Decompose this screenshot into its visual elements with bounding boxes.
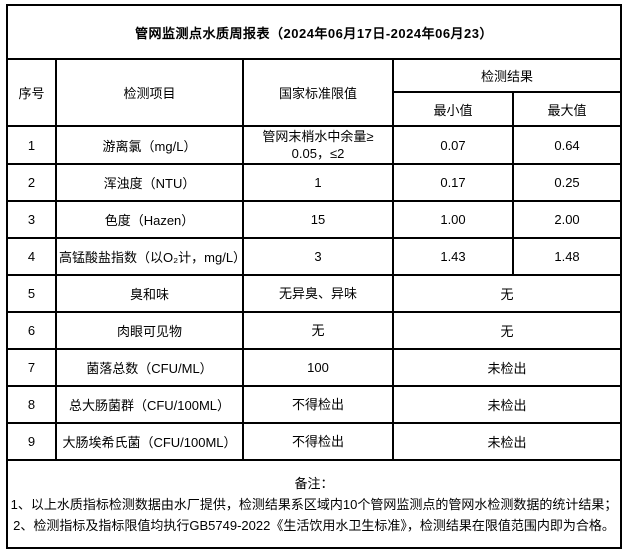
- column-header-result: 检测结果: [391, 58, 623, 93]
- water-quality-report-table: 管网监测点水质周报表（2024年06月17日-2024年06月23） 序号 检测…: [5, 4, 623, 549]
- result-cell: 未检出: [391, 348, 623, 387]
- row-number-cell: 1: [6, 125, 57, 165]
- column-header-standard: 国家标准限值: [242, 58, 394, 127]
- table-row: 5 臭和味 无异臭、异味 无: [6, 274, 623, 313]
- row-number-cell: 6: [6, 311, 57, 350]
- test-item-cell: 游离氯（mg/L）: [55, 125, 244, 165]
- max-value-cell: 2.00: [511, 200, 623, 239]
- row-number-cell: 8: [6, 385, 57, 424]
- test-item-cell: 大肠埃希氏菌（CFU/100ML）: [55, 422, 244, 461]
- max-value-cell: 0.25: [511, 163, 623, 202]
- table-row: 4 高锰酸盐指数（以O₂计，mg/L） 3 1.43 1.48: [6, 237, 623, 276]
- standard-limit-cell: 100: [242, 348, 394, 387]
- table-row: 7 菌落总数（CFU/ML） 100 未检出: [6, 348, 623, 387]
- result-cell: 未检出: [391, 385, 623, 424]
- min-value-cell: 0.17: [392, 163, 514, 202]
- table-row: 6 肉眼可见物 无 无: [6, 311, 623, 350]
- test-item-cell: 臭和味: [55, 274, 244, 313]
- table-row: 8 总大肠菌群（CFU/100ML） 不得检出 未检出: [6, 385, 623, 424]
- max-value-cell: 0.64: [511, 125, 623, 165]
- column-header-max: 最大值: [511, 91, 623, 127]
- test-item-cell: 浑浊度（NTU）: [55, 163, 244, 202]
- notes-label: 备注：: [294, 475, 334, 491]
- row-number-cell: 9: [6, 422, 57, 461]
- row-number-cell: 4: [6, 237, 57, 276]
- test-item-cell: 色度（Hazen）: [55, 200, 244, 239]
- note-line-1: 1、以上水质指标检测数据由水厂提供，检测结果系区域内10个管网监测点的管网水检测…: [10, 496, 618, 512]
- table-row: 3 色度（Hazen） 15 1.00 2.00: [6, 200, 623, 239]
- notes-cell: 备注： 1、以上水质指标检测数据由水厂提供，检测结果系区域内10个管网监测点的管…: [5, 459, 623, 549]
- row-number-cell: 2: [6, 163, 57, 202]
- standard-limit-cell: 不得检出: [242, 385, 394, 424]
- header-row-top: 序号 检测项目 国家标准限值 检测结果: [6, 58, 623, 127]
- test-item-cell: 肉眼可见物: [55, 311, 244, 350]
- column-header-no: 序号: [6, 58, 57, 127]
- column-header-item: 检测项目: [55, 58, 244, 127]
- max-value-cell: 1.48: [511, 237, 623, 276]
- result-cell: 无: [391, 274, 623, 313]
- row-number-cell: 7: [6, 348, 57, 387]
- standard-limit-cell: 无: [242, 311, 394, 350]
- row-number-cell: 3: [6, 200, 57, 239]
- title-row: 管网监测点水质周报表（2024年06月17日-2024年06月23）: [5, 4, 623, 60]
- standard-limit-cell: 1: [242, 163, 394, 202]
- standard-limit-cell: 无异臭、异味: [242, 274, 394, 313]
- notes-row: 备注： 1、以上水质指标检测数据由水厂提供，检测结果系区域内10个管网监测点的管…: [5, 459, 623, 549]
- test-item-cell: 高锰酸盐指数（以O₂计，mg/L）: [55, 237, 244, 276]
- standard-limit-cell: 管网末梢水中余量≥ 0.05，≤2: [242, 125, 394, 165]
- table-row: 2 浑浊度（NTU） 1 0.17 0.25: [6, 163, 623, 202]
- row-number-cell: 5: [6, 274, 57, 313]
- standard-limit-cell: 3: [242, 237, 394, 276]
- result-cell: 无: [391, 311, 623, 350]
- table-row: 1 游离氯（mg/L） 管网末梢水中余量≥ 0.05，≤2 0.07 0.64: [6, 125, 623, 165]
- min-value-cell: 0.07: [392, 125, 514, 165]
- standard-limit-cell: 15: [242, 200, 394, 239]
- page-title: 管网监测点水质周报表（2024年06月17日-2024年06月23）: [5, 4, 623, 60]
- test-item-cell: 菌落总数（CFU/ML）: [55, 348, 244, 387]
- table-row: 9 大肠埃希氏菌（CFU/100ML） 不得检出 未检出: [6, 422, 623, 461]
- min-value-cell: 1.00: [392, 200, 514, 239]
- standard-limit-cell: 不得检出: [242, 422, 394, 461]
- min-value-cell: 1.43: [392, 237, 514, 276]
- result-cell: 未检出: [391, 422, 623, 461]
- column-header-min: 最小值: [392, 91, 514, 127]
- test-item-cell: 总大肠菌群（CFU/100ML）: [55, 385, 244, 424]
- note-line-2: 2、检测指标及指标限值均执行GB5749-2022《生活饮用水卫生标准》，检测结…: [13, 517, 615, 533]
- header-row-sub: 最小值 最大值: [7, 91, 623, 127]
